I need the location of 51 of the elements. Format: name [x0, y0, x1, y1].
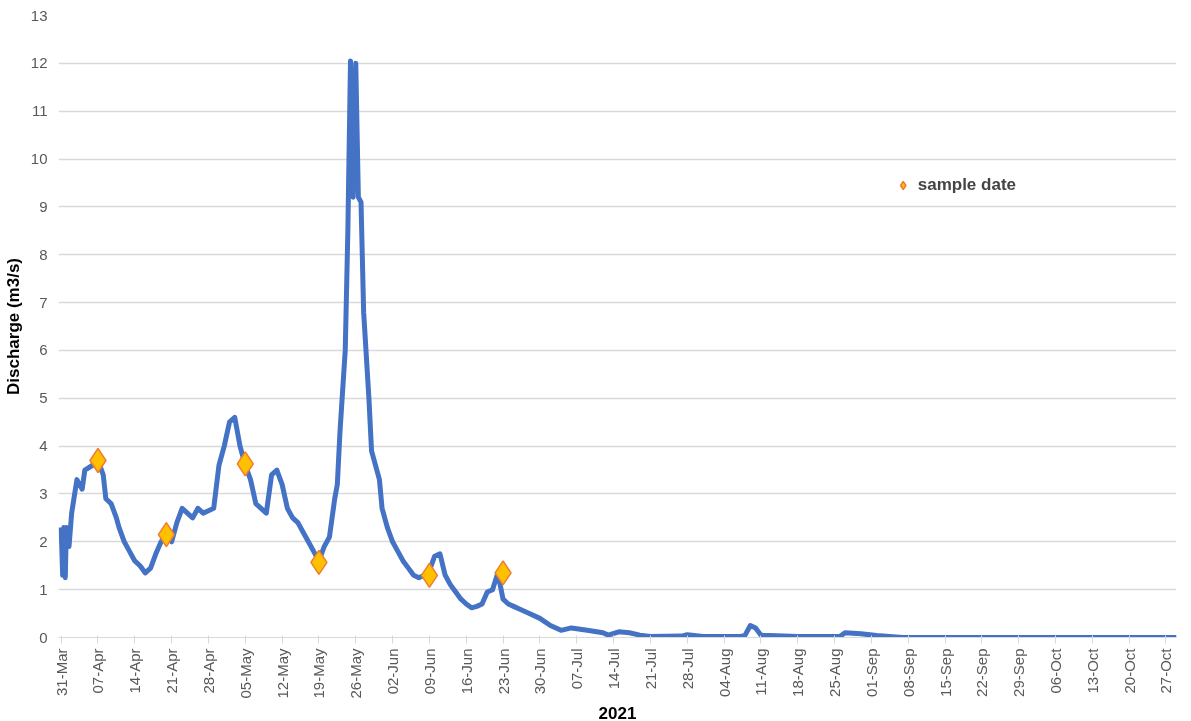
y-tick-label: 13	[30, 6, 48, 24]
y-tick-label: 8	[39, 245, 48, 263]
x-tick-label: 21-Apr	[163, 648, 181, 694]
y-tick-label: 9	[39, 197, 48, 215]
x-tick-label: 21-Jul	[641, 648, 659, 690]
y-tick-label: 4	[39, 437, 48, 455]
x-tick-label: 19-May	[310, 648, 328, 699]
x-tick-label: 23-Jun	[494, 648, 512, 695]
y-tick-label: 3	[39, 484, 48, 502]
y-tick-label: 7	[39, 293, 48, 311]
x-tick-label: 09-Jun	[420, 648, 438, 695]
point	[157, 521, 176, 548]
x-tick-label: 07-Jul	[568, 648, 586, 690]
y-axis-title: Discharge (m3/s)	[3, 258, 23, 395]
x-tick-label: 29-Sep	[1010, 648, 1028, 697]
x-tick-label: 05-May	[236, 648, 254, 699]
y-tick-label: 10	[30, 150, 48, 168]
y-tick-label: 12	[30, 54, 48, 72]
x-tick-label: 22-Sep	[973, 648, 991, 697]
y-tick-label: 6	[39, 341, 48, 359]
x-tick-label: 06-Oct	[1046, 647, 1064, 694]
y-tick-label: 0	[39, 628, 48, 646]
x-tick-label: 31-Mar	[52, 648, 70, 697]
point	[420, 562, 439, 589]
x-tick-label: 12-May	[273, 648, 291, 699]
x-tick-label: 25-Aug	[826, 648, 844, 697]
y-tick-label: 11	[31, 102, 48, 120]
y-tick-label: 2	[39, 532, 48, 550]
x-tick-label: 16-Jun	[457, 648, 475, 695]
x-tick-label: 27-Oct	[1157, 647, 1175, 694]
x-tick-label: 28-Jul	[678, 648, 696, 690]
x-tick-label: 28-Apr	[199, 648, 217, 694]
legend-label: sample date	[917, 175, 1016, 195]
x-axis-title: 2021	[598, 703, 637, 721]
x-tick-label: 01-Sep	[862, 648, 880, 697]
x-tick-label: 30-Jun	[531, 648, 549, 695]
y-tick-label: 5	[39, 389, 48, 407]
x-tick-label: 02-Jun	[384, 648, 402, 695]
x-tick-label: 08-Sep	[899, 648, 917, 697]
x-tick-label: 20-Oct	[1120, 647, 1138, 694]
point	[236, 451, 255, 477]
x-tick-label: 15-Sep	[936, 648, 954, 697]
x-tick-label: 04-Aug	[715, 648, 733, 697]
x-tick-label: 14-Apr	[126, 648, 144, 694]
x-tick-label: 18-Aug	[789, 648, 807, 697]
y-tick-label: 1	[39, 580, 48, 598]
x-tick-label: 14-Jul	[605, 648, 623, 690]
x-tick-label: 26-May	[347, 648, 365, 699]
x-tick-label: 11-Aug	[752, 648, 770, 696]
x-tick-label: 07-Apr	[89, 648, 107, 694]
x-tick-label: 13-Oct	[1083, 647, 1101, 694]
